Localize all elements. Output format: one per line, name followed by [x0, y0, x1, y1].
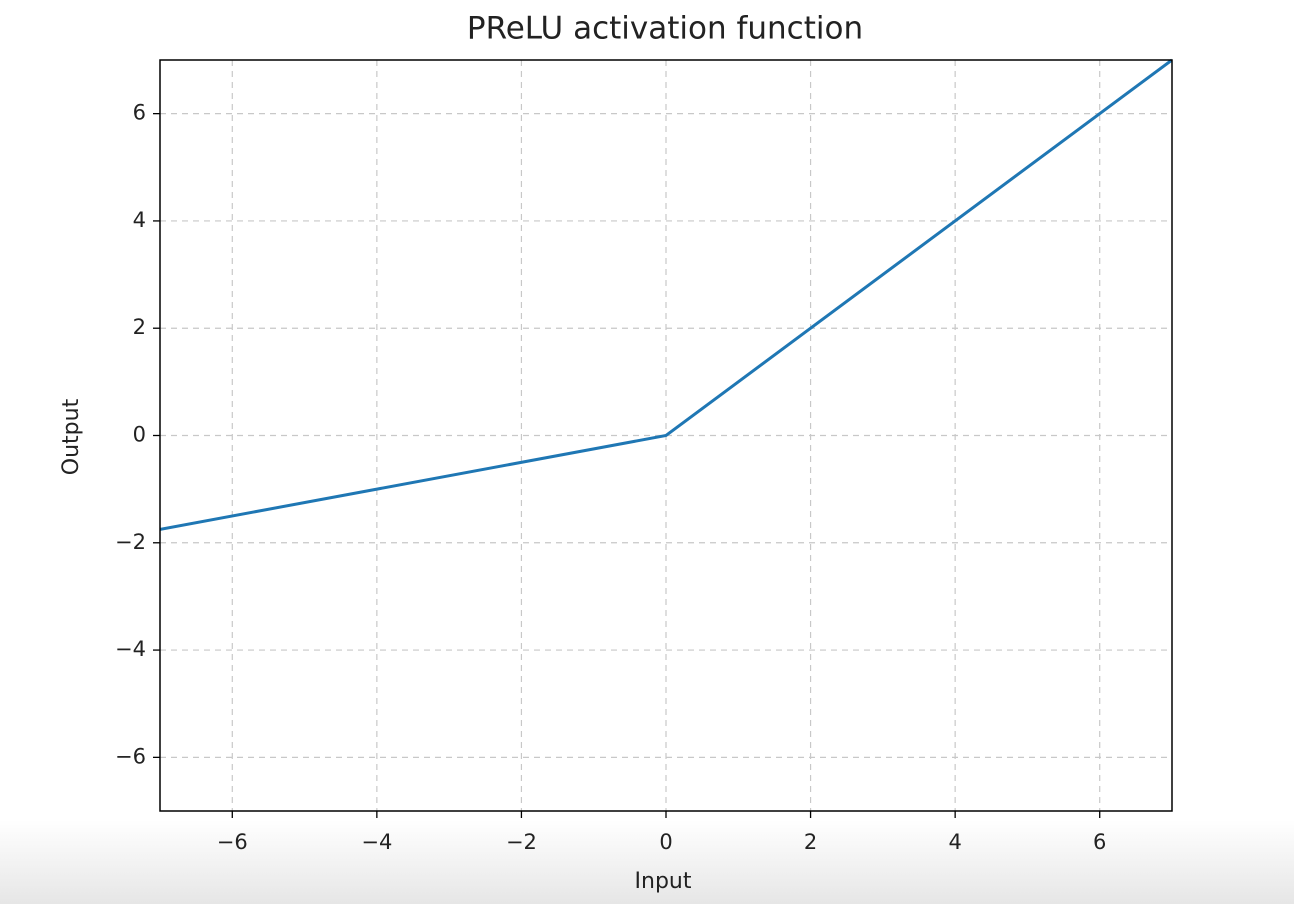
y-tick-label: 2 [133, 315, 146, 339]
x-tick-label: 6 [1093, 830, 1106, 854]
y-tick-label: 6 [133, 101, 146, 125]
x-tick-label: −2 [506, 830, 537, 854]
x-tick-label: 2 [804, 830, 817, 854]
y-tick-label: −4 [115, 637, 146, 661]
x-tick-label: −4 [361, 830, 392, 854]
y-tick-label: 0 [133, 423, 146, 447]
plot-frame [159, 59, 1173, 812]
y-tick-label: −6 [115, 744, 146, 768]
x-tick-label: 0 [659, 830, 672, 854]
x-axis-label: Input [635, 869, 692, 894]
x-tick-label: −6 [217, 830, 248, 854]
y-tick-label: 4 [133, 208, 146, 232]
line-series [160, 58, 1172, 531]
chart-title: PReLU activation function [467, 11, 863, 47]
x-tick-label: 4 [948, 830, 961, 854]
y-axis-label: Output [59, 398, 84, 475]
y-tick-label: −2 [115, 530, 146, 554]
bottom-shade [0, 820, 1294, 904]
